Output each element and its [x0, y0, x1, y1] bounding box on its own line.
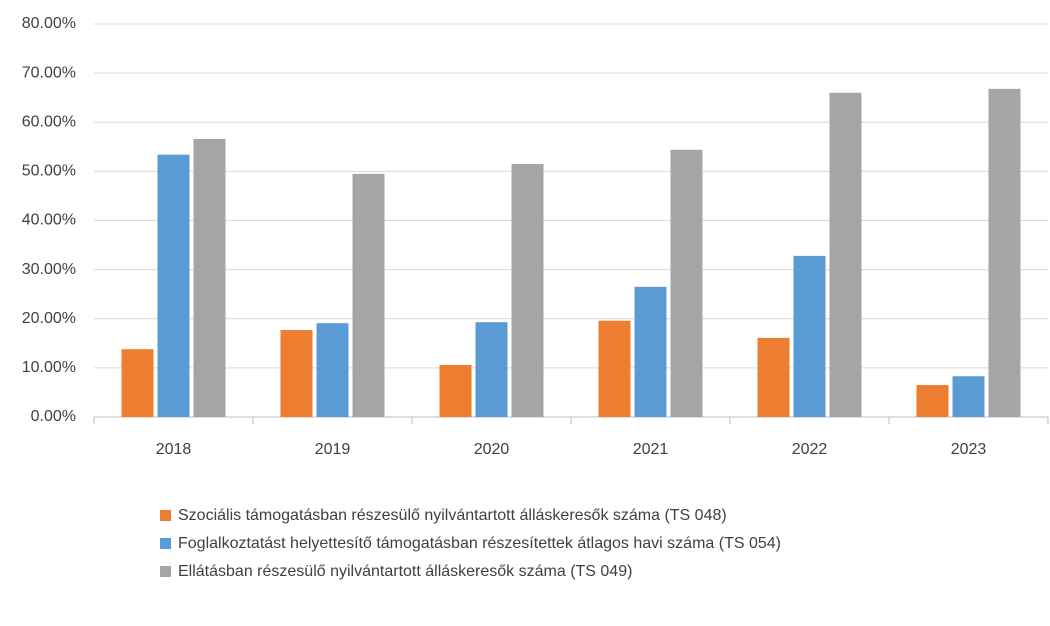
bar [157, 154, 190, 418]
x-tick-label: 2022 [792, 441, 828, 458]
bar [670, 149, 703, 417]
y-tick-label: 60.00% [22, 113, 76, 130]
y-tick-label: 30.00% [22, 261, 76, 278]
bar [829, 92, 862, 418]
y-tick-label: 10.00% [22, 359, 76, 376]
legend: Szociális támogatásban részesülő nyilván… [160, 505, 798, 589]
bar [121, 349, 154, 417]
legend-item: Ellátásban részesülő nyilvántartott állá… [160, 561, 798, 582]
bar [511, 164, 544, 417]
legend-item: Szociális támogatásban részesülő nyilván… [160, 505, 798, 526]
bar [988, 88, 1021, 417]
y-tick-label: 50.00% [22, 163, 76, 180]
y-tick-label: 20.00% [22, 310, 76, 327]
bar [793, 255, 826, 417]
bar [634, 286, 667, 417]
x-tick-label: 2019 [315, 441, 351, 458]
x-tick-label: 2021 [633, 441, 669, 458]
bar [757, 337, 790, 417]
bar [193, 138, 226, 417]
y-tick-label: 80.00% [22, 15, 76, 32]
chart: 0.00% 10.00% 20.00% 30.00% 40.00% 50.00% 60.00… [22, 15, 1049, 458]
legend-swatch [160, 538, 171, 549]
bar [280, 330, 313, 417]
legend-label: Szociális támogatásban részesülő nyilván… [178, 507, 727, 524]
legend-label: Foglalkoztatást helyettesítő támogatásba… [178, 535, 781, 552]
bar [916, 385, 949, 417]
legend-swatch [160, 510, 171, 521]
y-tick-label: 40.00% [22, 212, 76, 229]
legend-label: Ellátásban részesülő nyilvántartott állá… [178, 563, 633, 580]
x-tick-label: 2023 [951, 441, 987, 458]
y-tick-label: 70.00% [22, 64, 76, 81]
bar [952, 376, 985, 417]
y-tick-label: 0.00% [31, 408, 76, 425]
x-tick-label: 2020 [474, 441, 510, 458]
bar [316, 323, 349, 417]
bar [598, 320, 631, 417]
bar [475, 322, 508, 417]
legend-item: Foglalkoztatást helyettesítő támogatásba… [160, 533, 798, 554]
bar [352, 173, 385, 417]
x-tick-label: 2018 [156, 441, 192, 458]
legend-swatch [160, 566, 171, 577]
bar [439, 364, 472, 417]
